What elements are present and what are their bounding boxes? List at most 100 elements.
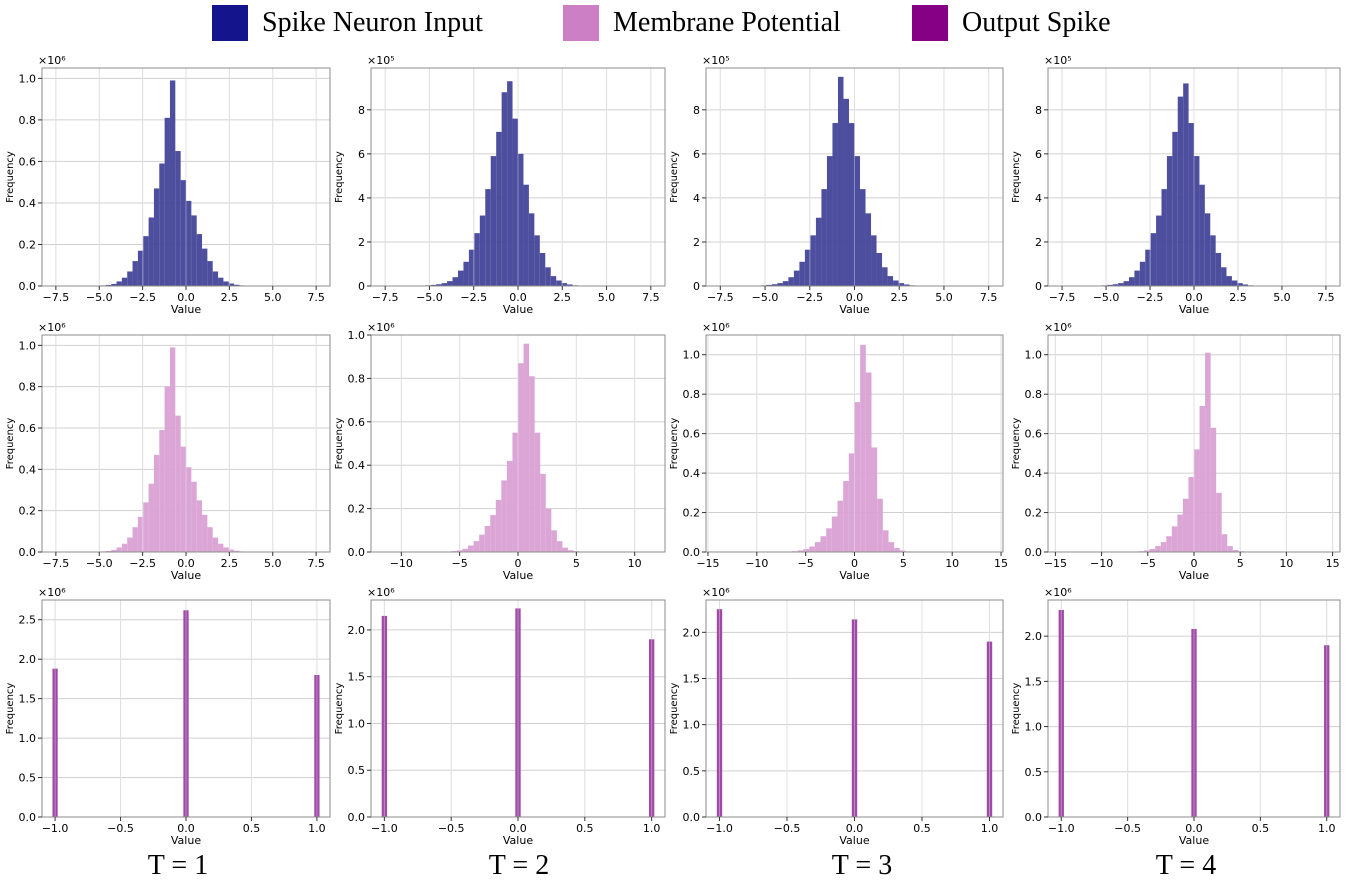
histogram-bar [518,363,524,552]
histogram-bar [463,262,468,286]
histogram-bar [838,77,844,286]
y-tick-label: 2.0 [1025,630,1043,643]
x-tick-label: 7.5 [642,291,660,304]
histogram-bar [546,509,552,552]
histogram-bar [545,267,550,286]
histogram-bar [143,502,148,552]
histogram-bar [523,185,528,286]
y-axis-label: Frequency [1011,683,1022,735]
x-tick-label: −15 [1044,557,1067,570]
y-tick-label: 0.2 [1025,507,1043,520]
histogram-bar [843,481,849,552]
x-tick-label: −1.0 [371,822,398,835]
y-axis-label: Frequency [5,418,16,470]
y-tick-label: 1.0 [683,719,701,732]
x-tick-label: −5 [452,557,468,570]
histogram-bar [117,547,122,552]
histogram-bar [1172,526,1178,552]
histogram-bar [1172,132,1177,286]
histogram-bar [181,180,186,286]
histogram-bar [1134,271,1139,286]
x-tick-label: −10 [390,557,413,570]
x-tick-label: 10 [628,557,642,570]
histogram-bar [1216,493,1222,552]
y-tick-label: 0.8 [348,372,366,385]
y-tick-label: 0.0 [19,280,37,293]
y-tick-label: 0.8 [683,388,701,401]
histogram-bar [122,544,127,552]
x-tick-label: −2.5 [129,557,156,570]
histogram-bar [557,541,563,552]
histogram-bar [866,213,872,286]
histogram-bar [453,277,458,286]
histogram-bar [170,80,175,286]
histogram-bar [832,516,838,552]
y-tick-label: 4 [358,192,365,205]
histogram-bar [860,189,866,286]
x-tick-label: 2.5 [221,557,239,570]
column-label-t3: T = 3 [832,850,892,882]
x-tick-label: 2.5 [890,291,908,304]
histogram-bar [534,235,539,286]
x-tick-label: 1.0 [981,822,999,835]
histogram-bar [127,271,132,286]
histogram-bar [860,345,866,552]
x-tick-label: 0.5 [243,822,261,835]
histogram-bar [877,253,883,286]
histogram-bar [186,467,191,552]
histogram-bar [149,217,154,286]
histogram-bar [165,118,170,286]
x-tick-label: 7.5 [980,291,998,304]
histogram-bar [191,215,196,286]
y-tick-label: 1.0 [1025,721,1043,734]
histogram-bar [783,281,789,286]
histogram-bar [213,538,218,552]
x-tick-label: −0.5 [1114,822,1141,835]
histogram-bar [1205,353,1211,552]
axis-scale-label: ×10⁶ [38,54,66,67]
histogram-bar [117,281,122,286]
x-tick-label: 7.5 [307,291,325,304]
histogram-bar [540,474,546,552]
x-tick-label: −7.5 [1049,291,1076,304]
histogram-bar [821,536,827,552]
x-tick-label: −0.5 [107,822,134,835]
histogram-bar [562,548,568,552]
histogram-bar [888,542,894,552]
histogram-bar [474,541,480,552]
histogram-bar [810,235,816,286]
y-tick-label: 0.0 [1025,811,1043,824]
y-tick-label: 2 [358,236,365,249]
x-axis-label: Value [1179,834,1209,847]
y-tick-label: 0.8 [19,381,37,394]
x-tick-label: −5.0 [1093,291,1120,304]
y-tick-label: 1.0 [19,732,37,745]
x-tick-label: 1.0 [308,822,326,835]
y-tick-label: 0.0 [348,811,366,824]
histogram-bar [827,156,833,286]
x-tick-label: −0.5 [438,822,465,835]
y-tick-label: 0.8 [1025,388,1043,401]
x-tick-label: 0.5 [576,822,594,835]
y-tick-label: 0.4 [1025,467,1043,480]
x-tick-label: 7.5 [307,557,325,570]
histogram-bar [838,501,844,552]
y-tick-label: 0.0 [1025,546,1043,559]
y-tick-label: 0.4 [19,463,37,476]
histogram-bar [223,547,228,552]
y-tick-label: 4 [693,192,700,205]
histogram-bar [1194,449,1200,552]
y-axis-label: Frequency [5,683,16,735]
x-axis-label: Value [171,834,201,847]
histogram-bar [181,447,186,552]
histogram-bar [159,430,164,552]
histogram-bar [468,545,474,552]
y-tick-label: 0.4 [683,467,701,480]
histogram-bar [490,515,496,552]
y-tick-label: 1.5 [348,671,366,684]
y-axis-label: Frequency [334,151,345,203]
y-tick-label: 0.0 [683,546,701,559]
